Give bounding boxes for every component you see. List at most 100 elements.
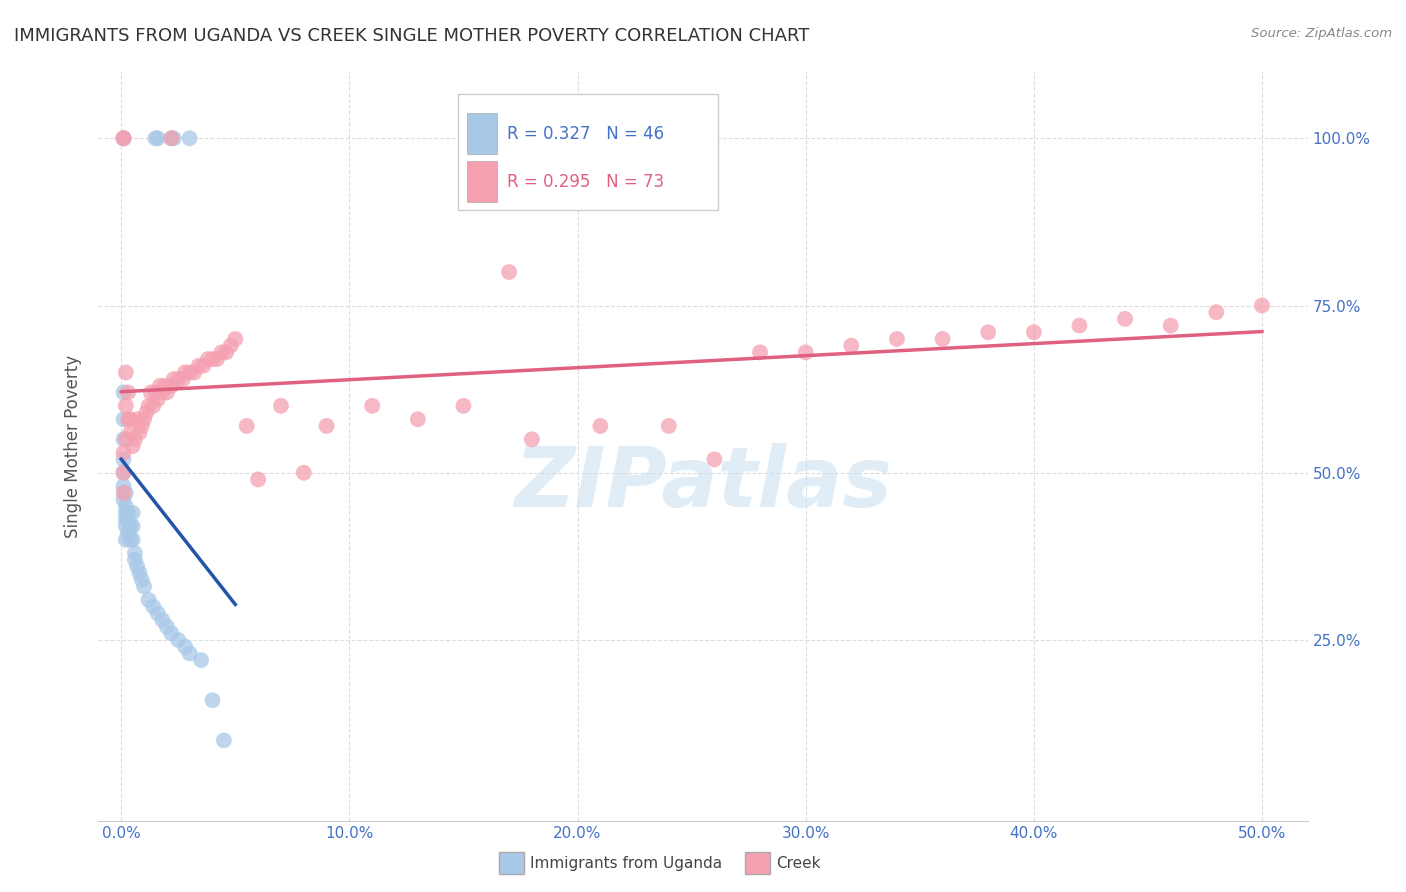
- Text: IMMIGRANTS FROM UGANDA VS CREEK SINGLE MOTHER POVERTY CORRELATION CHART: IMMIGRANTS FROM UGANDA VS CREEK SINGLE M…: [14, 27, 810, 45]
- Point: [197, 352, 219, 367]
- Point: [172, 372, 194, 386]
- FancyBboxPatch shape: [499, 852, 524, 874]
- Y-axis label: Single Mother Poverty: Single Mother Poverty: [65, 354, 83, 538]
- Point: [112, 446, 135, 460]
- Point: [886, 332, 908, 346]
- Point: [124, 546, 146, 560]
- Point: [212, 733, 235, 747]
- Point: [112, 452, 135, 467]
- Point: [589, 419, 612, 434]
- Point: [112, 131, 135, 145]
- Point: [114, 506, 136, 520]
- Point: [219, 339, 242, 353]
- Point: [112, 466, 135, 480]
- Point: [658, 419, 681, 434]
- Point: [112, 492, 135, 507]
- Point: [977, 326, 1000, 340]
- Text: Creek: Creek: [776, 856, 821, 871]
- Point: [1114, 312, 1136, 326]
- Point: [142, 599, 165, 614]
- Point: [121, 506, 143, 520]
- Point: [193, 359, 215, 373]
- Point: [292, 466, 315, 480]
- Point: [179, 366, 201, 380]
- Point: [1160, 318, 1182, 333]
- Point: [247, 473, 270, 487]
- Point: [1069, 318, 1091, 333]
- Point: [160, 131, 183, 145]
- Point: [117, 513, 139, 527]
- Point: [1251, 299, 1274, 313]
- Point: [114, 533, 136, 547]
- Point: [139, 385, 162, 400]
- Point: [520, 433, 543, 447]
- FancyBboxPatch shape: [745, 852, 770, 874]
- Point: [114, 399, 136, 413]
- FancyBboxPatch shape: [457, 94, 717, 210]
- Point: [174, 640, 197, 654]
- Point: [131, 573, 153, 587]
- Point: [138, 593, 160, 607]
- Point: [190, 653, 212, 667]
- Point: [224, 332, 246, 346]
- Point: [145, 131, 167, 145]
- Point: [117, 412, 139, 426]
- Point: [121, 533, 143, 547]
- Point: [201, 693, 224, 707]
- Point: [150, 385, 173, 400]
- Point: [187, 359, 209, 373]
- Point: [112, 412, 135, 426]
- Text: R = 0.295   N = 73: R = 0.295 N = 73: [508, 173, 664, 191]
- Point: [167, 372, 190, 386]
- Point: [146, 392, 169, 407]
- Point: [749, 345, 772, 359]
- Point: [127, 559, 149, 574]
- Point: [153, 379, 176, 393]
- Point: [160, 626, 183, 640]
- Point: [931, 332, 953, 346]
- Point: [120, 425, 142, 440]
- Point: [839, 339, 862, 353]
- Point: [160, 131, 183, 145]
- Point: [131, 419, 153, 434]
- Point: [128, 425, 150, 440]
- Point: [149, 379, 172, 393]
- Point: [112, 385, 135, 400]
- Point: [114, 433, 136, 447]
- Point: [163, 131, 186, 145]
- Point: [156, 620, 179, 634]
- Point: [132, 412, 155, 426]
- Point: [406, 412, 429, 426]
- Point: [124, 553, 146, 567]
- Point: [132, 580, 155, 594]
- Point: [270, 399, 292, 413]
- Point: [120, 533, 142, 547]
- Text: R = 0.327   N = 46: R = 0.327 N = 46: [508, 125, 664, 143]
- Point: [117, 506, 139, 520]
- Point: [453, 399, 475, 413]
- Point: [114, 519, 136, 533]
- Point: [112, 466, 135, 480]
- Point: [112, 131, 135, 145]
- Point: [150, 613, 173, 627]
- Point: [1205, 305, 1227, 319]
- Point: [135, 406, 157, 420]
- Point: [174, 366, 197, 380]
- Point: [361, 399, 384, 413]
- Point: [1022, 326, 1045, 340]
- Point: [121, 439, 143, 453]
- Point: [315, 419, 337, 434]
- Point: [163, 372, 186, 386]
- Point: [112, 479, 135, 493]
- Point: [156, 385, 179, 400]
- Point: [128, 566, 150, 581]
- Point: [120, 519, 142, 533]
- Point: [124, 433, 146, 447]
- Point: [179, 646, 201, 660]
- FancyBboxPatch shape: [467, 161, 498, 202]
- Point: [179, 131, 201, 145]
- Point: [112, 131, 135, 145]
- Point: [117, 526, 139, 541]
- Point: [127, 412, 149, 426]
- Point: [215, 345, 238, 359]
